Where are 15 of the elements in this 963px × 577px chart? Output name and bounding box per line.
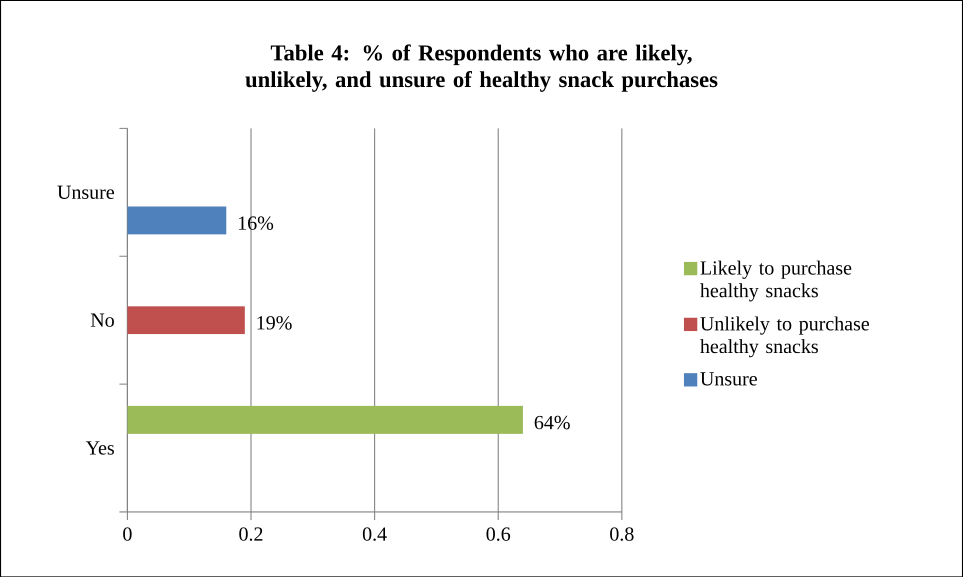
x-tick-label: 0.8 xyxy=(610,527,634,541)
data-label: 16% xyxy=(238,216,274,230)
legend-label: Unlikely to purchase healthy snacks xyxy=(700,316,869,358)
x-tick-label: 0.2 xyxy=(239,527,262,541)
y-tick-label: No xyxy=(90,313,114,327)
data-label: 64% xyxy=(534,416,570,430)
data-label: 19% xyxy=(258,316,292,330)
legend-label: Unsure xyxy=(700,372,757,386)
y-tick-label: Yes xyxy=(86,441,114,454)
x-tick-label: 0 xyxy=(123,527,132,541)
x-tick-label: 0.4 xyxy=(362,527,387,541)
legend-label: Likely to purchase healthy snacks xyxy=(700,260,852,302)
x-tick-label: 0.6 xyxy=(486,527,510,541)
y-tick-label: Unsure xyxy=(57,185,114,199)
chart-title: Table 4: % of Respondents who are likely, unlikely, and unsure of healthy snack purchases xyxy=(245,44,718,92)
